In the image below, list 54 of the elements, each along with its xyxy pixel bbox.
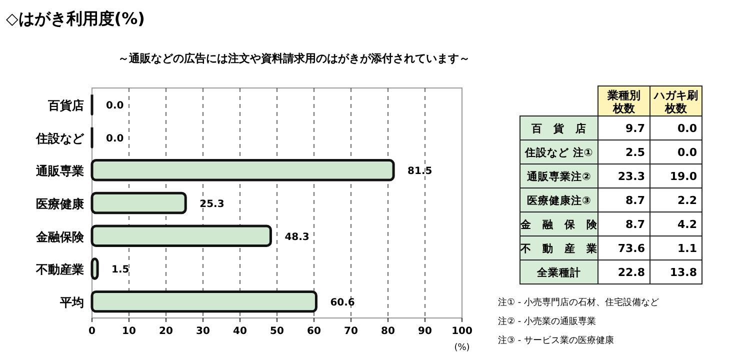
- category-label: 医療健康注③: [527, 194, 592, 207]
- x-tick-label: 10: [122, 326, 136, 337]
- text: 注① - 小売専門店の石材、住宅設備など: [498, 297, 660, 308]
- data-label: 0.0: [678, 122, 698, 135]
- data-label: 1.5: [112, 264, 130, 276]
- data-label: 60.6: [330, 298, 355, 309]
- x-tick-label: 80: [381, 326, 395, 337]
- category-label: 百 貨 店: [530, 122, 586, 135]
- data-label: 4.2: [678, 218, 697, 231]
- data-label: 13.8: [670, 266, 697, 279]
- data-label: 48.3: [284, 232, 310, 243]
- x-tick-label: 0: [88, 326, 96, 337]
- x-tick-label: 70: [344, 326, 358, 337]
- text: 注③ - サービス業の医療健康: [498, 335, 614, 346]
- data-label: 2.5: [626, 146, 645, 159]
- y-tick-label: 医療健康: [36, 197, 85, 211]
- y-tick-label: 百貨店: [47, 98, 84, 112]
- chart-subtitle: ～通販などの広告には注文や資料請求用のはがきが添付されています～: [118, 52, 470, 65]
- y-tick-label: 通販専業: [35, 164, 84, 178]
- x-tick-label: 40: [233, 326, 247, 337]
- category-label: 全業種計: [536, 266, 581, 279]
- category-label: 金 融 保 険: [520, 218, 598, 231]
- data-label: 25.3: [200, 199, 224, 210]
- category-label: 住設など 注①: [524, 146, 593, 159]
- x-tick-label: 60: [307, 326, 321, 337]
- y-tick-label: 不動産業: [35, 262, 84, 277]
- data-label: 0.0: [106, 133, 124, 144]
- data-label: 1.1: [678, 242, 697, 255]
- series-label: ハガキ刷枚数: [653, 89, 698, 115]
- x-tick-label: 20: [159, 326, 173, 337]
- y-tick-label: 平均: [59, 296, 84, 310]
- data-label: 19.0: [670, 170, 698, 183]
- data-label: 8.7: [626, 218, 645, 231]
- data-label: 8.7: [626, 194, 645, 207]
- data-label: 0.0: [106, 100, 124, 112]
- text: 業種別枚数: [606, 89, 640, 115]
- text: 注② - 小売業の通販専業: [498, 316, 596, 327]
- data-label: 0.0: [678, 146, 698, 159]
- data-label: 2.2: [678, 194, 697, 207]
- data-label: 81.5: [408, 166, 432, 178]
- y-tick-label: 住設など: [35, 131, 85, 146]
- data-label: 73.6: [618, 242, 646, 255]
- x-tick-label: 50: [270, 326, 284, 337]
- data-label: 9.7: [626, 122, 645, 135]
- x-axis-title: (%): [454, 343, 470, 353]
- x-tick-label: 100: [452, 326, 472, 337]
- data-label: 23.3: [618, 170, 645, 183]
- x-tick-label: 90: [418, 326, 432, 337]
- category-label: 不 動 産 業: [520, 242, 598, 255]
- data-label: 22.8: [618, 266, 645, 279]
- x-tick-label: 30: [196, 326, 210, 337]
- y-tick-label: 金融保険: [35, 230, 85, 244]
- chart-title: ◇はがき利用度(%): [6, 9, 145, 28]
- category-label: 通販専業注②: [526, 170, 592, 183]
